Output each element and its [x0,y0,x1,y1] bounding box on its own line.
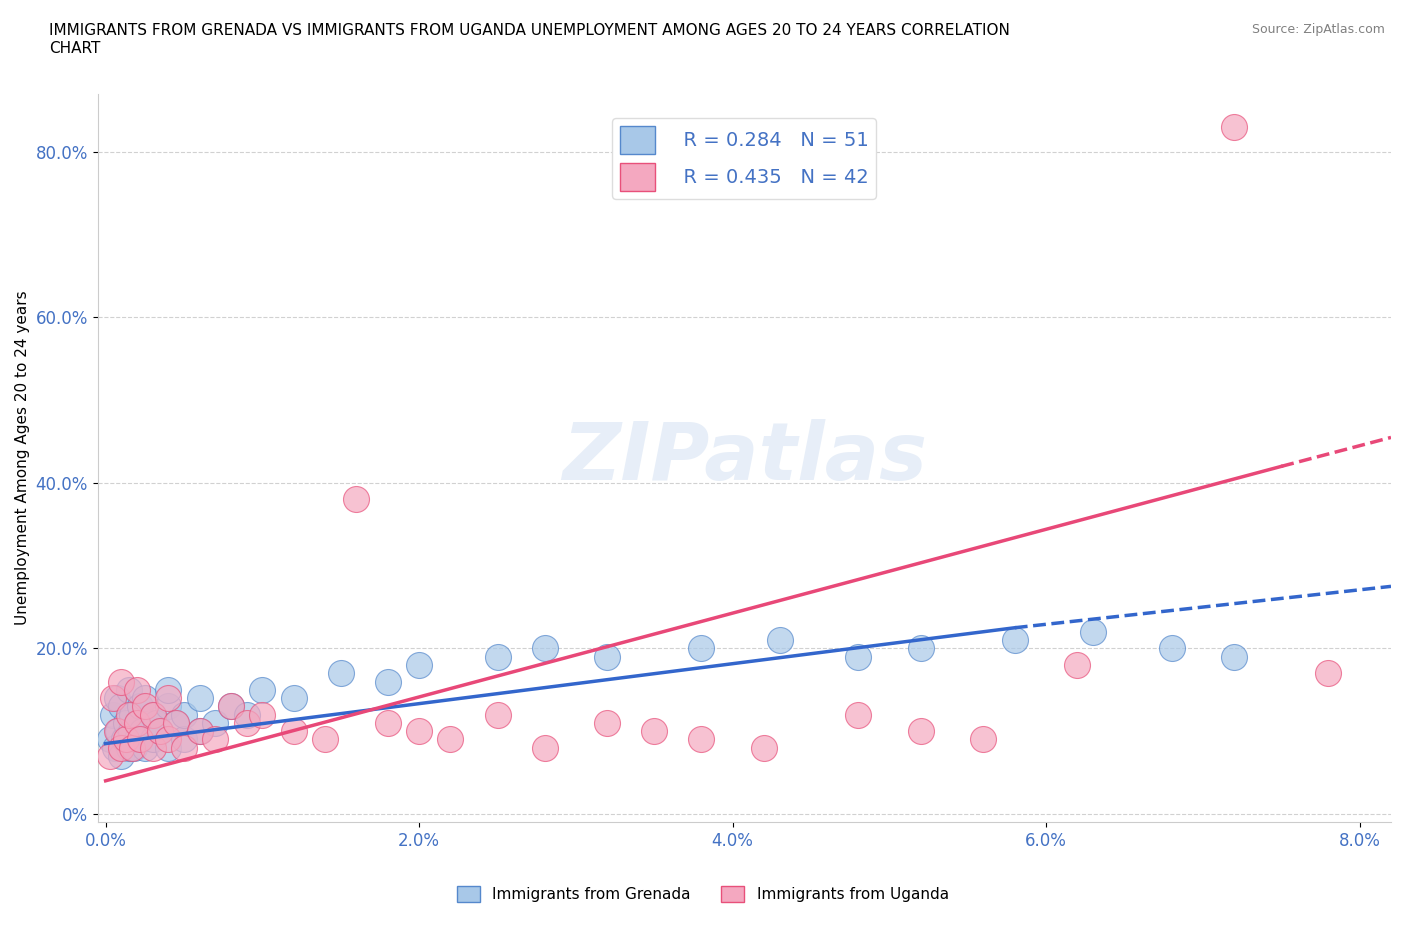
Point [690,732,713,747]
Point [120,724,142,738]
Point [846,649,869,664]
Point [118,707,141,722]
Point [173,740,195,755]
Point [104,740,127,755]
Point [1223,649,1246,664]
Point [219,699,242,714]
Point [643,724,665,738]
Point [105,691,128,706]
Point [596,649,619,664]
Point [142,732,165,747]
Point [283,691,305,706]
Point [1083,624,1105,639]
Point [134,691,156,706]
Point [118,683,141,698]
Point [107,724,129,738]
Point [910,641,932,656]
Point [188,691,211,706]
Point [204,732,226,747]
Point [149,724,172,738]
Point [131,724,153,738]
Point [252,707,274,722]
Point [129,732,152,747]
Point [121,740,143,755]
Point [142,707,165,722]
Point [157,699,180,714]
Point [142,740,165,755]
Point [157,732,180,747]
Point [283,724,305,738]
Point [157,683,180,698]
Point [149,724,172,738]
Point [98,732,121,747]
Point [219,699,242,714]
Point [122,740,145,755]
Point [533,740,555,755]
Point [972,732,994,747]
Point [115,732,138,747]
Point [329,666,352,681]
Point [1066,658,1088,672]
Point [533,641,555,656]
Point [125,715,148,730]
Point [235,707,257,722]
Point [125,715,148,730]
Text: ZIPatlas: ZIPatlas [562,419,927,498]
Point [769,632,792,647]
Point [235,715,257,730]
Y-axis label: Unemployment Among Ages 20 to 24 years: Unemployment Among Ages 20 to 24 years [15,291,30,626]
Point [157,740,180,755]
Point [910,724,932,738]
Point [408,658,430,672]
Legend: Immigrants from Grenada, Immigrants from Uganda: Immigrants from Grenada, Immigrants from… [451,880,955,909]
Point [596,715,619,730]
Text: IMMIGRANTS FROM GRENADA VS IMMIGRANTS FROM UGANDA UNEMPLOYMENT AMONG AGES 20 TO : IMMIGRANTS FROM GRENADA VS IMMIGRANTS FR… [49,23,1010,56]
Legend:   R = 0.284   N = 51,   R = 0.435   N = 42: R = 0.284 N = 51, R = 0.435 N = 42 [613,118,876,199]
Point [118,740,141,755]
Point [110,699,132,714]
Point [188,724,211,738]
Point [188,724,211,738]
Point [346,492,368,507]
Point [165,715,187,730]
Point [1223,120,1246,135]
Point [314,732,336,747]
Point [103,691,125,706]
Point [1317,666,1340,681]
Point [103,707,125,722]
Point [112,732,135,747]
Point [752,740,775,755]
Point [110,740,132,755]
Point [439,732,461,747]
Point [1004,632,1026,647]
Point [486,649,509,664]
Point [173,732,195,747]
Point [134,740,156,755]
Point [98,749,121,764]
Point [134,699,156,714]
Point [129,699,152,714]
Point [105,724,128,738]
Point [115,715,138,730]
Point [408,724,430,738]
Point [377,674,399,689]
Text: Source: ZipAtlas.com: Source: ZipAtlas.com [1251,23,1385,36]
Point [125,732,148,747]
Point [125,683,148,698]
Point [142,707,165,722]
Point [173,707,195,722]
Point [204,715,226,730]
Point [252,683,274,698]
Point [377,715,399,730]
Point [145,715,167,730]
Point [121,707,143,722]
Point [1160,641,1182,656]
Point [846,707,869,722]
Point [165,715,187,730]
Point [157,691,180,706]
Point [690,641,713,656]
Point [486,707,509,722]
Point [110,749,132,764]
Point [110,674,132,689]
